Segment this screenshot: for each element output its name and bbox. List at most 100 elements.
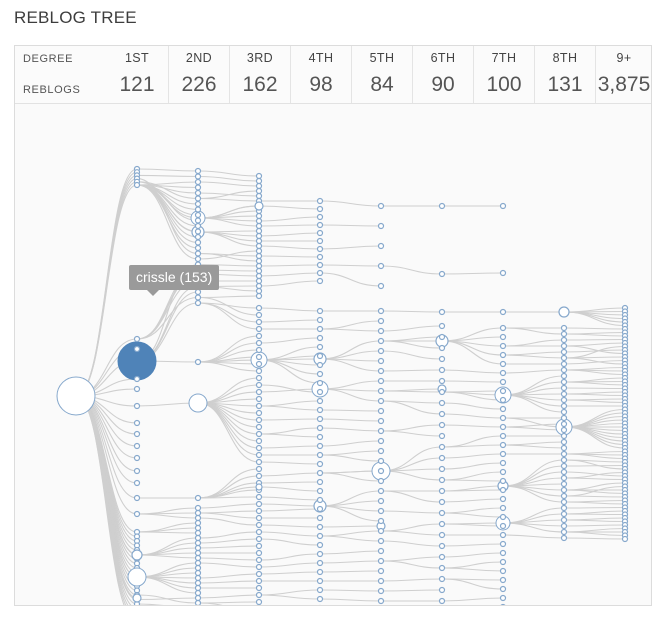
tree-node[interactable] bbox=[255, 325, 263, 333]
tree-node[interactable] bbox=[254, 201, 264, 211]
tree-node[interactable] bbox=[316, 451, 324, 459]
tree-node[interactable] bbox=[438, 308, 446, 316]
tree-node[interactable] bbox=[194, 178, 202, 186]
tree-node[interactable] bbox=[255, 458, 263, 466]
tree-node[interactable] bbox=[316, 307, 324, 315]
tree-node[interactable] bbox=[438, 322, 446, 330]
tree-node[interactable] bbox=[499, 459, 507, 467]
tree-node[interactable] bbox=[316, 334, 324, 342]
tree-node[interactable] bbox=[194, 509, 202, 517]
tree-node[interactable] bbox=[438, 399, 446, 407]
degree-column-2nd[interactable]: 2ND 226 bbox=[168, 46, 229, 103]
tree-node[interactable] bbox=[438, 377, 446, 385]
tree-node[interactable] bbox=[194, 549, 202, 557]
tree-node[interactable] bbox=[255, 232, 263, 240]
tree-node[interactable] bbox=[316, 514, 324, 522]
tree-node[interactable] bbox=[194, 288, 202, 296]
tree-node[interactable] bbox=[377, 517, 385, 525]
tree-node[interactable] bbox=[255, 187, 263, 195]
tree-node[interactable] bbox=[194, 514, 202, 522]
tree-node[interactable] bbox=[194, 294, 202, 301]
tree-node[interactable] bbox=[377, 557, 385, 565]
tree-node[interactable] bbox=[377, 527, 385, 535]
tree-node[interactable] bbox=[255, 563, 263, 571]
tree-node[interactable] bbox=[499, 202, 507, 210]
tree-node[interactable] bbox=[316, 424, 324, 432]
tree-node[interactable] bbox=[377, 417, 385, 425]
tree-node[interactable] bbox=[255, 500, 263, 508]
tree-node[interactable] bbox=[560, 366, 568, 374]
tree-node[interactable] bbox=[500, 603, 506, 606]
tree-node[interactable] bbox=[438, 553, 446, 561]
tree-node[interactable] bbox=[255, 262, 263, 270]
tree-node[interactable] bbox=[560, 492, 568, 500]
tree-node[interactable] bbox=[438, 465, 446, 473]
tree-node[interactable] bbox=[560, 384, 568, 392]
tree-node[interactable] bbox=[194, 519, 202, 527]
tree-node[interactable] bbox=[255, 192, 263, 200]
tree-node[interactable] bbox=[316, 388, 324, 396]
tree-node[interactable] bbox=[316, 325, 324, 333]
tree-node[interactable] bbox=[255, 182, 263, 190]
tree-node[interactable] bbox=[255, 542, 263, 550]
tree-node[interactable] bbox=[255, 472, 263, 480]
tree-node[interactable] bbox=[194, 504, 202, 512]
tree-node[interactable] bbox=[377, 577, 385, 585]
tree-node[interactable] bbox=[499, 414, 507, 422]
tree-node[interactable] bbox=[255, 507, 263, 515]
tree-node[interactable] bbox=[499, 405, 507, 413]
tree-node[interactable] bbox=[255, 598, 263, 605]
tree-node[interactable] bbox=[499, 504, 507, 512]
tree-node[interactable] bbox=[194, 228, 202, 235]
tree-node[interactable] bbox=[499, 468, 507, 476]
tree-node[interactable] bbox=[194, 211, 202, 219]
tree-node[interactable] bbox=[194, 200, 202, 208]
tree-node[interactable] bbox=[438, 575, 446, 583]
tree-node[interactable] bbox=[560, 486, 568, 494]
tree-node[interactable] bbox=[560, 408, 568, 416]
tree-node[interactable] bbox=[499, 441, 507, 449]
tree-node[interactable] bbox=[499, 423, 507, 431]
tree-node[interactable] bbox=[316, 269, 324, 277]
tree-node[interactable] bbox=[133, 479, 141, 487]
tree-node[interactable] bbox=[133, 385, 141, 393]
degree-column-4th[interactable]: 4TH 98 bbox=[290, 46, 351, 103]
tree-node[interactable] bbox=[377, 357, 385, 365]
tree-node[interactable] bbox=[56, 376, 96, 416]
tree-node[interactable] bbox=[255, 423, 263, 431]
tree-node[interactable] bbox=[438, 443, 446, 451]
degree-column-7th[interactable]: 7TH 100 bbox=[473, 46, 534, 103]
tree-node[interactable] bbox=[377, 487, 385, 495]
tree-node[interactable] bbox=[377, 367, 385, 375]
tree-node[interactable] bbox=[255, 272, 263, 280]
tree-node[interactable] bbox=[316, 406, 324, 414]
tree-node[interactable] bbox=[560, 480, 568, 488]
tree-node[interactable] bbox=[499, 567, 507, 575]
tree-node[interactable] bbox=[255, 217, 263, 225]
tree-node[interactable] bbox=[255, 584, 263, 592]
degree-column-9plus[interactable]: 9+ 3,875 bbox=[595, 46, 652, 103]
tree-node[interactable] bbox=[499, 477, 507, 485]
tree-node[interactable] bbox=[255, 395, 263, 403]
tree-node[interactable] bbox=[377, 262, 385, 270]
tree-node[interactable] bbox=[255, 388, 263, 396]
tree-node[interactable] bbox=[133, 494, 141, 502]
tree-node[interactable] bbox=[377, 477, 385, 485]
tree-node[interactable] bbox=[499, 360, 507, 368]
tree-node[interactable] bbox=[255, 465, 263, 473]
tree-node[interactable] bbox=[255, 367, 263, 375]
tree-node[interactable] bbox=[560, 504, 568, 512]
tree-node[interactable] bbox=[438, 564, 446, 572]
tree-node[interactable] bbox=[560, 450, 568, 458]
tree-node[interactable] bbox=[558, 306, 570, 318]
tree-node[interactable] bbox=[316, 478, 324, 486]
tree-node[interactable] bbox=[316, 442, 324, 450]
tree-node[interactable] bbox=[377, 467, 385, 475]
tree-node[interactable] bbox=[377, 597, 385, 605]
tree-node[interactable] bbox=[255, 242, 263, 250]
tree-node[interactable] bbox=[255, 252, 263, 260]
tree-node[interactable] bbox=[499, 269, 507, 277]
tree-node[interactable] bbox=[377, 567, 385, 575]
tree-node[interactable] bbox=[499, 585, 507, 593]
tree-node[interactable] bbox=[499, 342, 507, 350]
